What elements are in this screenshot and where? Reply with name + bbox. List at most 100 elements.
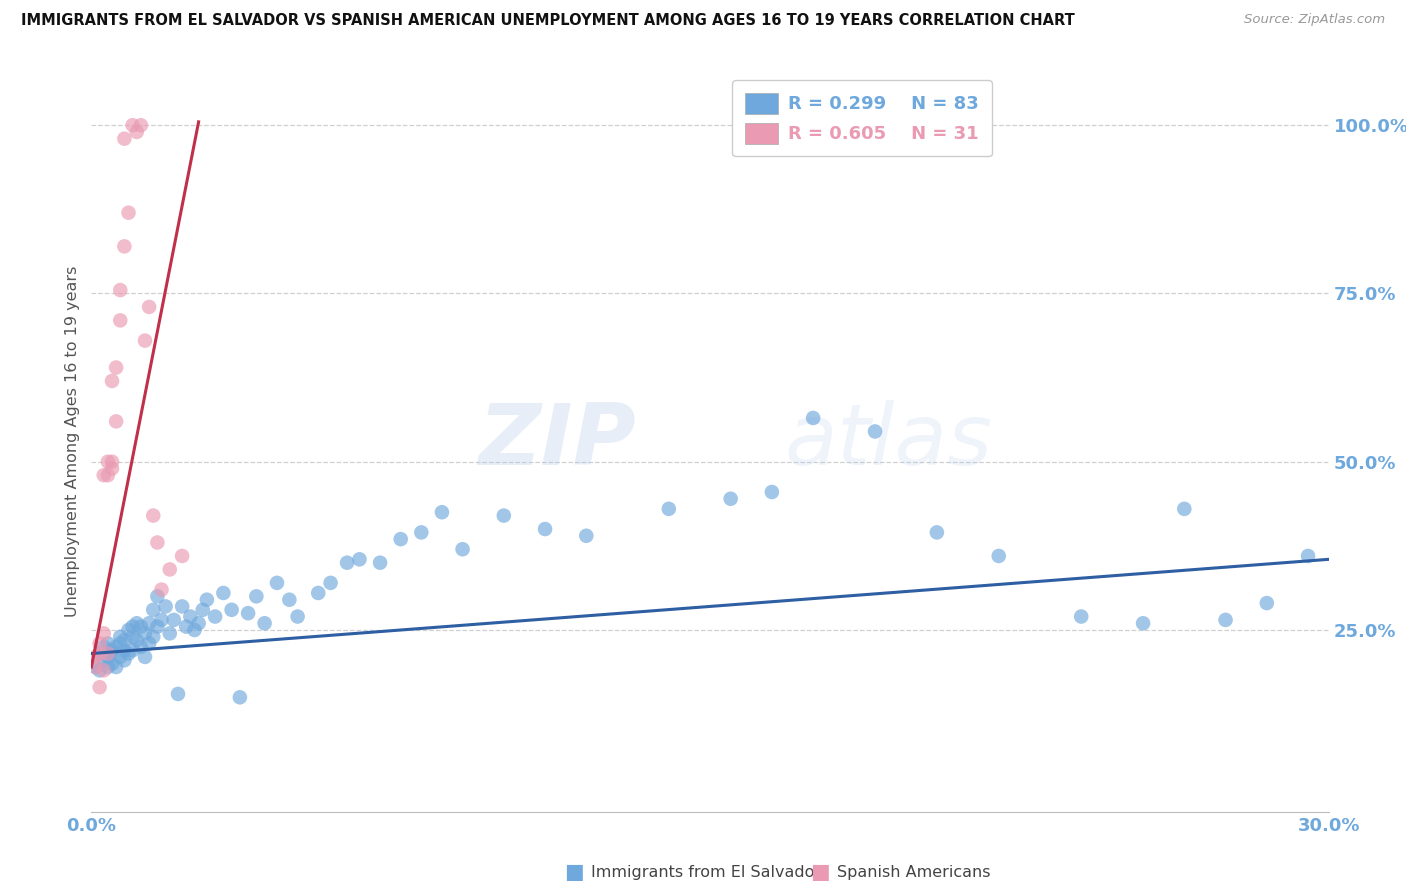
- Point: [138, 636, 160, 650]
- Point: [204, 609, 226, 624]
- Point: [307, 586, 329, 600]
- Point: [97, 647, 120, 661]
- Point: [125, 616, 148, 631]
- Point: [1215, 613, 1237, 627]
- Point: [129, 640, 152, 654]
- Point: [187, 616, 209, 631]
- Point: [117, 623, 139, 637]
- Point: [89, 647, 111, 661]
- Point: [183, 623, 205, 637]
- Point: [245, 590, 267, 604]
- Point: [110, 649, 132, 664]
- Point: [129, 619, 152, 633]
- Point: [101, 643, 124, 657]
- Point: [1173, 501, 1195, 516]
- Point: [138, 616, 160, 631]
- Point: [195, 592, 218, 607]
- Point: [212, 586, 235, 600]
- Point: [319, 575, 342, 590]
- Point: [253, 616, 276, 631]
- Point: [97, 649, 120, 664]
- Point: [266, 575, 288, 590]
- Point: [451, 542, 474, 557]
- Point: [121, 643, 143, 657]
- Legend: R = 0.299    N = 83, R = 0.605    N = 31: R = 0.299 N = 83, R = 0.605 N = 31: [733, 80, 991, 156]
- Point: [1070, 609, 1092, 624]
- Point: [987, 549, 1010, 563]
- Point: [110, 630, 132, 644]
- Point: [221, 603, 243, 617]
- Point: [121, 118, 143, 132]
- Point: [84, 649, 107, 664]
- Point: [1132, 616, 1154, 631]
- Point: [150, 582, 173, 597]
- Point: [863, 425, 886, 439]
- Point: [134, 649, 156, 664]
- Point: [121, 619, 143, 633]
- Point: [112, 653, 135, 667]
- Point: [134, 334, 156, 348]
- Point: [155, 599, 177, 614]
- Point: [105, 360, 128, 375]
- Point: [287, 609, 309, 624]
- Point: [761, 485, 783, 500]
- Point: [93, 468, 115, 483]
- Point: [236, 606, 259, 620]
- Point: [159, 626, 181, 640]
- Point: [89, 647, 111, 661]
- Point: [167, 687, 190, 701]
- Point: [112, 643, 135, 657]
- Point: [179, 609, 201, 624]
- Point: [117, 647, 139, 661]
- Point: [89, 636, 111, 650]
- Point: [658, 501, 681, 516]
- Point: [110, 313, 132, 327]
- Point: [105, 640, 128, 654]
- Point: [93, 626, 115, 640]
- Point: [101, 374, 124, 388]
- Point: [534, 522, 557, 536]
- Text: ■: ■: [810, 863, 830, 882]
- Point: [925, 525, 948, 540]
- Point: [129, 118, 152, 132]
- Point: [101, 647, 124, 661]
- Point: [146, 535, 169, 549]
- Point: [142, 630, 165, 644]
- Point: [84, 660, 107, 674]
- Text: IMMIGRANTS FROM EL SALVADOR VS SPANISH AMERICAN UNEMPLOYMENT AMONG AGES 16 TO 19: IMMIGRANTS FROM EL SALVADOR VS SPANISH A…: [21, 13, 1074, 29]
- Point: [101, 461, 124, 475]
- Point: [1296, 549, 1319, 563]
- Point: [191, 603, 214, 617]
- Point: [97, 636, 120, 650]
- Point: [125, 633, 148, 648]
- Point: [172, 549, 194, 563]
- Point: [146, 619, 169, 633]
- Point: [389, 532, 412, 546]
- Point: [142, 508, 165, 523]
- Point: [93, 664, 115, 678]
- Point: [93, 653, 115, 667]
- Point: [172, 599, 194, 614]
- Point: [97, 455, 120, 469]
- Point: [97, 468, 120, 483]
- Point: [278, 592, 301, 607]
- Point: [101, 455, 124, 469]
- Text: Source: ZipAtlas.com: Source: ZipAtlas.com: [1244, 13, 1385, 27]
- Point: [97, 660, 120, 674]
- Point: [105, 660, 128, 674]
- Point: [336, 556, 359, 570]
- Point: [101, 657, 124, 671]
- Point: [411, 525, 433, 540]
- Point: [368, 556, 391, 570]
- Point: [89, 664, 111, 678]
- Point: [121, 630, 143, 644]
- Point: [110, 283, 132, 297]
- Text: atlas: atlas: [785, 400, 993, 483]
- Point: [801, 411, 824, 425]
- Text: ZIP: ZIP: [478, 400, 636, 483]
- Point: [138, 300, 160, 314]
- Point: [112, 131, 135, 145]
- Point: [720, 491, 742, 506]
- Point: [163, 613, 186, 627]
- Point: [93, 640, 115, 654]
